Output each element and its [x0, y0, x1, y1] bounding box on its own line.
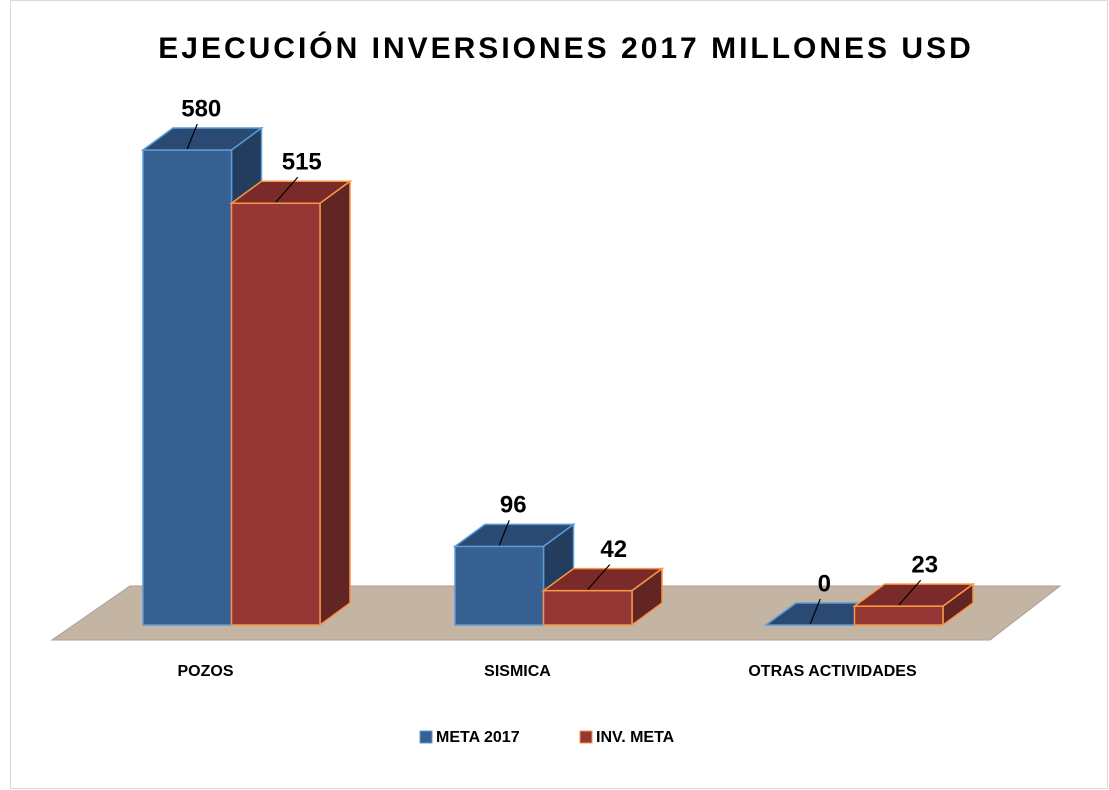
data-label: 23	[911, 552, 938, 579]
legend-swatch	[579, 730, 593, 744]
bar	[230, 202, 321, 626]
bar-top	[140, 127, 264, 151]
data-label: 96	[500, 492, 527, 519]
bar	[142, 149, 233, 626]
bar-top	[541, 567, 665, 592]
leader-line	[898, 579, 922, 606]
data-label: 0	[818, 570, 831, 597]
leader-line	[186, 123, 198, 150]
x-tick-label: SISMICA	[484, 663, 551, 680]
bar	[454, 545, 545, 626]
x-tick-label: OTRAS ACTIVIDADES	[748, 663, 917, 680]
data-label: 580	[181, 95, 221, 122]
leader-line	[275, 176, 299, 203]
bar	[542, 589, 633, 626]
data-label: 42	[600, 536, 627, 563]
bar-top	[852, 583, 976, 607]
x-tick-label: POZOS	[177, 663, 233, 680]
legend-swatch	[419, 730, 433, 744]
legend-label: META 2017	[436, 729, 520, 746]
bar	[853, 605, 944, 626]
data-label: 515	[282, 149, 322, 176]
legend-label: INV. META	[596, 729, 675, 746]
chart-title: EJECUCIÓN INVERSIONES 2017 MILLONES USD	[158, 31, 974, 65]
bar-side	[319, 179, 351, 627]
leader-line	[809, 598, 821, 625]
leader-line	[587, 564, 611, 590]
leader-line	[498, 520, 510, 546]
bar-top	[229, 180, 353, 204]
bar-top	[452, 523, 576, 548]
